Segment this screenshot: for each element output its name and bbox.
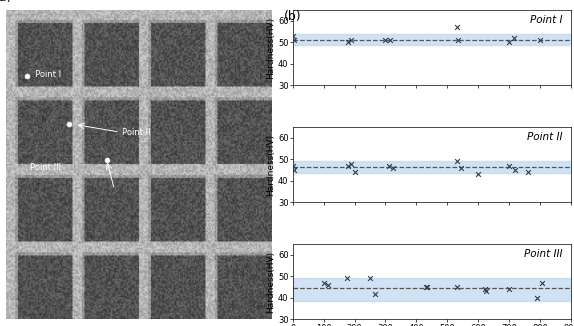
Bar xyxy=(293,278,571,301)
Point xyxy=(505,287,514,292)
Point xyxy=(474,172,483,177)
Point xyxy=(421,285,430,290)
Point xyxy=(457,165,466,170)
Point xyxy=(505,163,514,168)
Point xyxy=(381,37,390,43)
Text: Point II: Point II xyxy=(528,132,563,142)
Point xyxy=(288,163,297,168)
Point xyxy=(370,291,379,296)
Point xyxy=(347,161,356,166)
Point xyxy=(288,33,297,38)
Point xyxy=(290,168,299,173)
Point xyxy=(452,24,461,30)
Bar xyxy=(293,161,571,173)
Point xyxy=(347,37,356,43)
Point xyxy=(509,35,518,40)
Text: Point III: Point III xyxy=(524,249,563,259)
Point xyxy=(319,280,328,285)
Point xyxy=(422,285,432,290)
Point xyxy=(384,163,393,168)
Point xyxy=(342,276,351,281)
Text: Point I: Point I xyxy=(35,70,61,79)
Y-axis label: Hardness(HV): Hardness(HV) xyxy=(266,17,275,79)
Point xyxy=(344,39,353,45)
Point xyxy=(511,168,520,173)
Point xyxy=(533,295,542,301)
Text: Point III: Point III xyxy=(30,163,61,172)
Text: (b): (b) xyxy=(284,10,302,23)
Point xyxy=(389,165,398,170)
Point xyxy=(453,37,463,43)
Point xyxy=(452,159,461,164)
Text: Point II: Point II xyxy=(122,127,151,137)
Point xyxy=(537,280,546,285)
Point xyxy=(482,289,491,294)
Bar xyxy=(293,34,571,45)
Point xyxy=(480,287,489,292)
Point xyxy=(366,276,375,281)
Point xyxy=(344,163,353,168)
Point xyxy=(523,170,533,175)
Point xyxy=(386,37,395,43)
Point xyxy=(536,37,545,43)
Y-axis label: Hardness(HV): Hardness(HV) xyxy=(266,134,275,196)
Y-axis label: Hardness(HV): Hardness(HV) xyxy=(266,251,275,313)
Point xyxy=(452,285,461,290)
Point xyxy=(505,39,514,45)
Text: (a): (a) xyxy=(0,0,13,4)
Text: Point I: Point I xyxy=(530,15,563,25)
Point xyxy=(324,282,333,288)
Point xyxy=(350,170,359,175)
Point xyxy=(290,37,299,43)
